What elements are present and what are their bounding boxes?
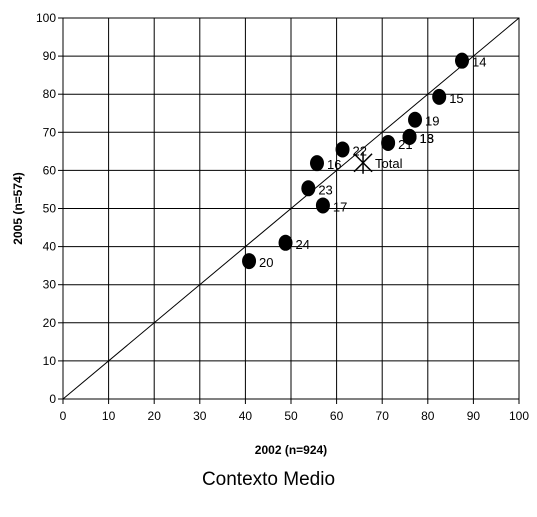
point-label: 23 [318,182,332,197]
total-label: Total [375,156,403,171]
point-label: 15 [449,91,463,106]
y-tick-label: 40 [43,240,57,254]
x-tick-label: 30 [193,409,207,423]
point-label: 13 [420,131,434,146]
reference-line [62,17,520,400]
x-tick-label: 10 [102,409,116,423]
y-tick-label: 90 [43,49,57,63]
y-tick-label: 60 [43,163,57,177]
data-point [242,253,257,270]
y-tick-label: 70 [43,125,57,139]
y-tick-label: 30 [43,278,57,292]
point-label: 17 [333,199,347,214]
x-tick-label: 90 [467,409,481,423]
total-marker: Total [353,151,403,174]
point-label: 18 [420,131,434,146]
x-axis-title: 2002 (n=924) [255,443,327,457]
point-label: 16 [327,157,341,172]
data-point [381,134,396,151]
x-tick-label: 100 [509,409,529,423]
x-tick-label: 40 [239,409,253,423]
x-tick-label: 70 [376,409,390,423]
scatter-chart: 0 10 20 30 40 50 60 70 80 90 100 0 10 20 30 40 50 60 70 80… [11,11,529,457]
data-point [301,180,316,197]
data-point [335,141,350,158]
point-label: 22 [353,143,367,158]
x-tick-label: 60 [330,409,344,423]
y-axis-ticks: 0 10 20 30 40 50 60 70 80 90 100 [36,11,63,406]
chart-caption: Contexto Medio [201,469,336,490]
point-label: 14 [472,55,486,70]
y-tick-label: 20 [43,316,57,330]
y-tick-label: 80 [43,87,57,101]
point-label: 21 [398,137,412,152]
y-tick-label: 10 [43,354,57,368]
y-tick-label: 50 [43,202,57,216]
data-point [408,111,423,128]
data-point [402,128,417,145]
x-tick-label: 0 [60,409,67,423]
x-tick-label: 20 [148,409,162,423]
data-point [309,155,324,172]
x-tick-label: 50 [284,409,298,423]
data-point [315,197,330,214]
data-point [278,234,293,251]
y-tick-label: 0 [49,392,56,406]
x-tick-label: 80 [421,409,435,423]
y-axis-title: 2005 (n=574) [11,172,25,244]
data-point [455,52,469,69]
point-label: 19 [425,114,439,129]
point-label: 24 [296,237,310,252]
x-axis-ticks: 0 10 20 30 40 50 60 70 80 90 100 [60,399,529,423]
y-tick-label: 100 [36,11,56,25]
data-point [432,88,447,105]
point-label: 20 [259,255,273,270]
